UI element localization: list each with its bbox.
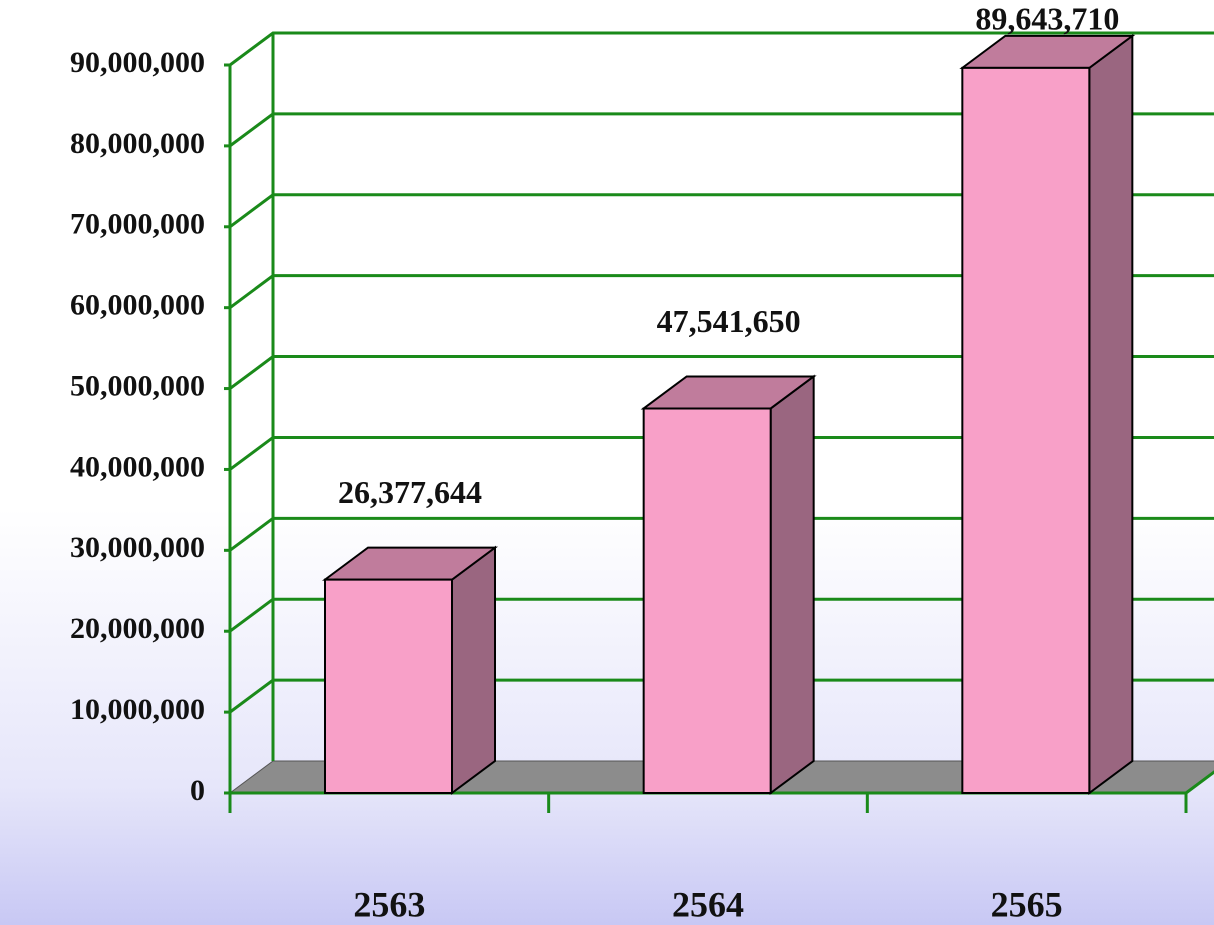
bar-side (451, 545, 496, 795)
bar (640, 374, 817, 795)
value-label: 89,643,710 (975, 0, 1119, 36)
y-tick-label: 30,000,000 (70, 531, 205, 564)
y-tick-label: 70,000,000 (70, 208, 205, 241)
bar-front (642, 407, 772, 794)
y-tick-label: 80,000,000 (70, 127, 205, 160)
x-tick-label: 2564 (672, 884, 744, 924)
bar-front (961, 66, 1091, 794)
y-tick-label: 10,000,000 (70, 693, 205, 726)
x-axis-side (1185, 770, 1214, 795)
y-tick-label: 50,000,000 (70, 369, 205, 402)
y-tick-label: 60,000,000 (70, 289, 205, 322)
value-label: 47,541,650 (657, 303, 801, 339)
y-tick-label: 20,000,000 (70, 612, 205, 645)
y-tick-label: 40,000,000 (70, 450, 205, 483)
x-tick-label: 2563 (353, 884, 425, 924)
y-tick-label: 90,000,000 (70, 46, 205, 79)
x-tick-label: 2565 (991, 884, 1063, 924)
bar (959, 33, 1136, 795)
value-label: 26,377,644 (338, 474, 482, 510)
bar (321, 545, 499, 795)
bar-front (324, 578, 453, 794)
bar-side (1088, 33, 1134, 795)
y-tick-label: 0 (190, 774, 205, 807)
bar-side (769, 374, 815, 795)
